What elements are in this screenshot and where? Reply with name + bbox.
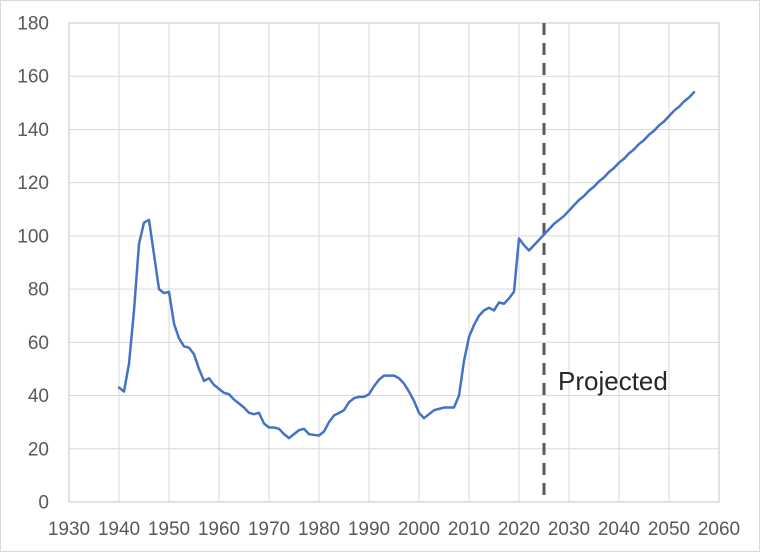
y-axis-tick-label: 120 <box>17 173 49 194</box>
x-axis-tick-label: 1960 <box>198 519 240 540</box>
y-axis-tick-label: 20 <box>28 439 49 460</box>
plot-border <box>68 22 720 503</box>
y-axis-tick-label: 100 <box>17 226 49 247</box>
y-axis-tick-label: 40 <box>28 386 49 407</box>
x-axis-tick-label: 2040 <box>598 519 640 540</box>
y-axis-tick-label: 160 <box>17 67 49 88</box>
y-axis-tick-label: 0 <box>38 493 49 514</box>
y-axis-tick-label: 180 <box>17 14 49 35</box>
y-axis-tick-label: 140 <box>17 120 49 141</box>
x-axis-tick-label: 1950 <box>148 519 190 540</box>
x-axis-tick-label: 2050 <box>648 519 690 540</box>
x-axis-tick-label: 1930 <box>48 519 90 540</box>
x-axis-tick-label: 1970 <box>248 519 290 540</box>
x-axis-tick-label: 2020 <box>498 519 540 540</box>
x-axis-tick-label: 1980 <box>298 519 340 540</box>
x-axis-tick-label: 2000 <box>398 519 440 540</box>
y-axis-tick-label: 60 <box>28 333 49 354</box>
x-axis-tick-label: 1990 <box>348 519 390 540</box>
x-axis-tick-label: 2030 <box>548 519 590 540</box>
debt-series-line <box>117 90 696 440</box>
projected-label: Projected <box>558 366 668 396</box>
x-axis-tick-label: 1940 <box>98 519 140 540</box>
x-axis-tick-label: 2060 <box>698 519 740 540</box>
x-axis-tick-label: 2010 <box>448 519 490 540</box>
y-axis-tick-label: 80 <box>28 280 49 301</box>
